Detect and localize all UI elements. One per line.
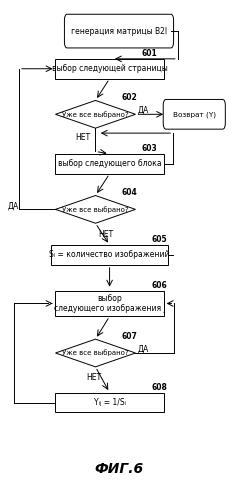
- Polygon shape: [55, 196, 135, 223]
- Polygon shape: [55, 339, 135, 367]
- Text: Уже все выбрано?: Уже все выбрано?: [62, 206, 129, 213]
- Text: НЕТ: НЕТ: [86, 374, 101, 382]
- Text: генерация матрицы B2I: генерация матрицы B2I: [71, 26, 167, 35]
- Text: ДА: ДА: [138, 345, 149, 354]
- Bar: [55, 291, 164, 316]
- Text: 605: 605: [152, 235, 168, 244]
- Bar: [55, 392, 164, 412]
- Text: НЕТ: НЕТ: [75, 132, 91, 141]
- Bar: [55, 154, 164, 174]
- Text: 602: 602: [121, 94, 137, 103]
- Text: Возврат (Y): Возврат (Y): [173, 111, 216, 118]
- Text: выбор следующей страницы: выбор следующей страницы: [52, 64, 168, 73]
- FancyBboxPatch shape: [64, 14, 174, 48]
- Text: Sᵢ = количество изображений: Sᵢ = количество изображений: [49, 250, 170, 259]
- Text: НЕТ: НЕТ: [98, 230, 113, 239]
- Text: 603: 603: [141, 144, 157, 153]
- Text: ДА: ДА: [7, 202, 19, 211]
- Text: 606: 606: [152, 280, 168, 290]
- Text: 608: 608: [152, 382, 168, 391]
- Text: ФИГ.6: ФИГ.6: [94, 462, 144, 477]
- Bar: [55, 59, 164, 79]
- Text: 604: 604: [121, 189, 137, 198]
- Text: Уже все выбрано?: Уже все выбрано?: [62, 111, 129, 118]
- FancyBboxPatch shape: [163, 100, 225, 129]
- Text: ДА: ДА: [138, 106, 149, 115]
- Bar: [51, 245, 169, 265]
- Text: Уже все выбрано?: Уже все выбрано?: [62, 350, 129, 357]
- Polygon shape: [55, 101, 135, 128]
- Text: Yᵢⱼ = 1/Sᵢ: Yᵢⱼ = 1/Sᵢ: [94, 398, 126, 407]
- Text: выбор следующего блока: выбор следующего блока: [58, 159, 161, 168]
- Text: выбор
следующего изображения j: выбор следующего изображения j: [54, 294, 165, 313]
- Text: 607: 607: [121, 332, 137, 341]
- Text: 601: 601: [141, 49, 157, 58]
